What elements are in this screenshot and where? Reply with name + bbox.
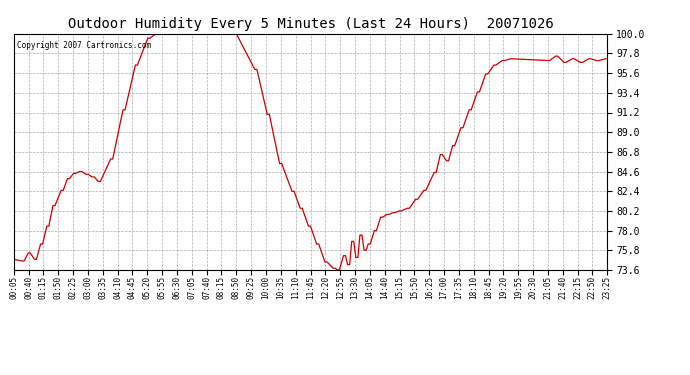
Title: Outdoor Humidity Every 5 Minutes (Last 24 Hours)  20071026: Outdoor Humidity Every 5 Minutes (Last 2… (68, 17, 553, 31)
Text: Copyright 2007 Cartronics.com: Copyright 2007 Cartronics.com (17, 41, 151, 50)
